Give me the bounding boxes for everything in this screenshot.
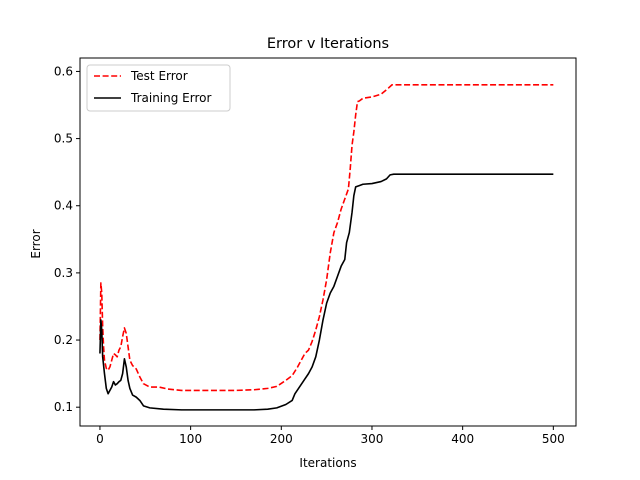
x-tick-label: 200	[270, 432, 293, 446]
y-tick-label: 0.6	[54, 64, 73, 78]
series-line-0	[99, 84, 554, 392]
series-line-1	[99, 173, 554, 411]
y-tick-label: 0.3	[54, 266, 73, 280]
y-tick-label: 0.1	[54, 400, 73, 414]
legend-label-0: Test Error	[130, 69, 188, 83]
chart-title: Error v Iterations	[267, 36, 389, 52]
x-axis-ticks: 0 100 200 300 400 500	[96, 426, 565, 446]
x-axis-label: Iterations	[299, 456, 356, 470]
legend-box	[86, 64, 231, 112]
plot-lines	[99, 84, 554, 411]
legend-label-1: Training Error	[130, 91, 211, 105]
x-tick-label: 500	[542, 432, 565, 446]
x-tick-label: 300	[361, 432, 384, 446]
y-tick-label: 0.4	[54, 199, 73, 213]
y-axis-label: Error	[29, 229, 43, 258]
legend: Test Error Training Error	[86, 64, 231, 112]
x-tick-label: 400	[451, 432, 474, 446]
y-axis-ticks: 0.1 0.2 0.3 0.4 0.5 0.6	[54, 64, 80, 414]
x-tick-label: 0	[96, 432, 104, 446]
y-tick-label: 0.2	[54, 333, 73, 347]
plot-frame	[79, 57, 577, 427]
y-tick-label: 0.5	[54, 132, 73, 146]
x-tick-label: 100	[179, 432, 202, 446]
